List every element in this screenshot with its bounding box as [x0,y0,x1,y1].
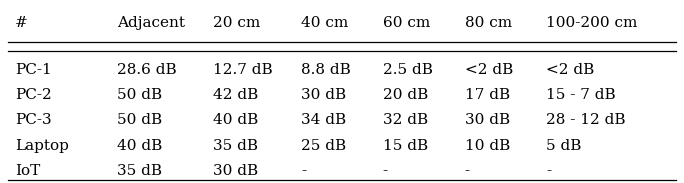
Text: 32 dB: 32 dB [383,113,428,127]
Text: #: # [15,16,28,30]
Text: 20 cm: 20 cm [213,16,260,30]
Text: 40 dB: 40 dB [213,113,258,127]
Text: 5 dB: 5 dB [547,139,581,153]
Text: -: - [547,164,551,178]
Text: 28.6 dB: 28.6 dB [117,63,177,77]
Text: 40 dB: 40 dB [117,139,162,153]
Text: 35 dB: 35 dB [117,164,162,178]
Text: -: - [301,164,306,178]
Text: <2 dB: <2 dB [464,63,513,77]
Text: Laptop: Laptop [15,139,69,153]
Text: 30 dB: 30 dB [213,164,258,178]
Text: -: - [464,164,470,178]
Text: Adjacent: Adjacent [117,16,185,30]
Text: 80 cm: 80 cm [464,16,512,30]
Text: PC-2: PC-2 [15,88,52,102]
Text: 2.5 dB: 2.5 dB [383,63,433,77]
Text: 17 dB: 17 dB [464,88,510,102]
Text: 40 cm: 40 cm [301,16,348,30]
Text: 10 dB: 10 dB [464,139,510,153]
Text: PC-3: PC-3 [15,113,51,127]
Text: 100-200 cm: 100-200 cm [547,16,637,30]
Text: 30 dB: 30 dB [301,88,346,102]
Text: 50 dB: 50 dB [117,113,162,127]
Text: 15 dB: 15 dB [383,139,428,153]
Text: 25 dB: 25 dB [301,139,346,153]
Text: 34 dB: 34 dB [301,113,346,127]
Text: 8.8 dB: 8.8 dB [301,63,351,77]
Text: -: - [383,164,388,178]
Text: 12.7 dB: 12.7 dB [213,63,272,77]
Text: 35 dB: 35 dB [213,139,258,153]
Text: PC-1: PC-1 [15,63,52,77]
Text: 50 dB: 50 dB [117,88,162,102]
Text: 42 dB: 42 dB [213,88,258,102]
Text: 20 dB: 20 dB [383,88,428,102]
Text: 28 - 12 dB: 28 - 12 dB [547,113,626,127]
Text: 15 - 7 dB: 15 - 7 dB [547,88,616,102]
Text: 30 dB: 30 dB [464,113,510,127]
Text: IoT: IoT [15,164,40,178]
Text: 60 cm: 60 cm [383,16,430,30]
Text: <2 dB: <2 dB [547,63,594,77]
